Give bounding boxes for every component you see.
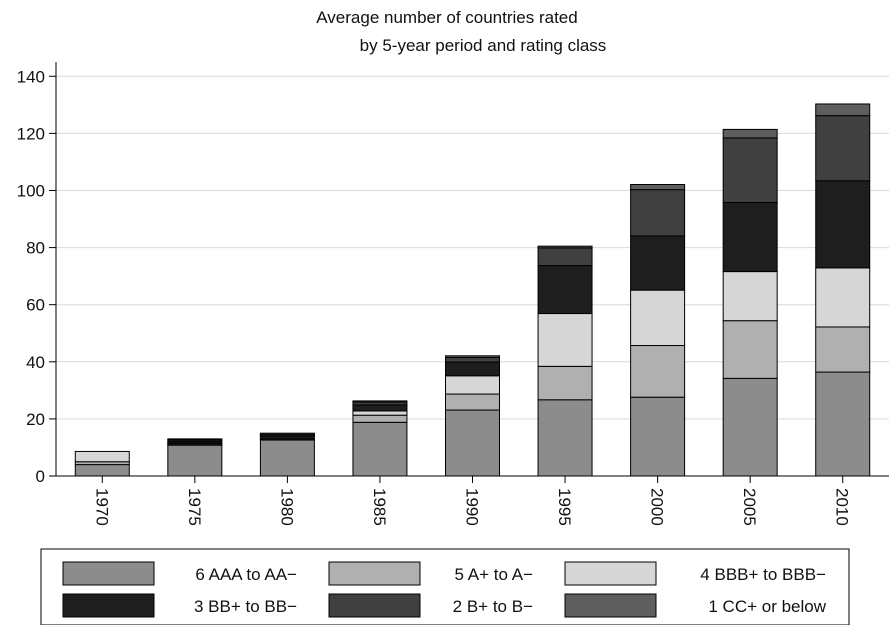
y-tick-label: 140 xyxy=(17,67,45,86)
bar-segment xyxy=(445,409,500,477)
y-tick-label: 80 xyxy=(26,239,45,258)
bar-segment xyxy=(74,464,130,477)
bar-segment xyxy=(445,361,500,377)
bar-segment xyxy=(630,189,686,237)
legend-swatch xyxy=(564,561,657,586)
bar-segment xyxy=(537,265,593,315)
bar-segment xyxy=(815,371,871,477)
y-tick-label: 0 xyxy=(36,467,45,486)
x-tick-label: 1980 xyxy=(277,488,296,526)
x-tick-label: 2005 xyxy=(740,488,759,526)
bar-segment xyxy=(630,235,686,291)
x-tick-label: 1970 xyxy=(92,488,111,526)
y-axis: 0 20 40 60 80 100 120 140 xyxy=(17,62,57,486)
x-tick-label: 1985 xyxy=(370,488,389,526)
chart-subtitle: by 5-year period and rating class xyxy=(360,36,607,55)
bar-segment xyxy=(445,355,500,359)
bar-segment xyxy=(722,377,778,477)
bar-segment xyxy=(167,438,223,441)
legend-label: 2 B+ to B− xyxy=(453,597,533,616)
bar-segment xyxy=(259,439,315,477)
bar-segment xyxy=(537,245,593,249)
bar-segment xyxy=(537,399,593,477)
x-tick-label: 1975 xyxy=(185,488,204,526)
bar-segment xyxy=(74,450,130,463)
y-tick-label: 60 xyxy=(26,296,45,315)
y-tick-label: 100 xyxy=(17,181,45,200)
bar-segment xyxy=(815,267,871,328)
legend-swatch xyxy=(328,561,421,586)
bar-segment xyxy=(352,404,408,412)
bar-segment xyxy=(815,103,871,117)
x-axis: 1970 1975 1980 1985 1990 1995 2000 2005 2010 xyxy=(56,475,889,526)
bar-segment xyxy=(630,345,686,398)
legend-swatch xyxy=(62,561,155,586)
bar-segment xyxy=(630,289,686,347)
legend-label: 6 AAA to AA− xyxy=(195,565,297,584)
bar-segment xyxy=(722,271,778,322)
bar-segment xyxy=(815,180,871,269)
bar-segment xyxy=(445,375,500,395)
legend-swatch xyxy=(564,593,657,618)
bar-segment xyxy=(722,128,778,139)
y-tick-label: 40 xyxy=(26,353,45,372)
bar-segment xyxy=(630,396,686,477)
legend-box xyxy=(40,548,850,625)
bar-segment xyxy=(815,115,871,182)
legend-swatch xyxy=(328,593,421,618)
bar-segment xyxy=(537,247,593,267)
bar-segment xyxy=(630,183,686,191)
bar-segment xyxy=(352,414,408,423)
x-tick-label: 1990 xyxy=(463,488,482,526)
y-tick-label: 120 xyxy=(17,124,45,143)
legend-label: 4 BBB+ to BBB− xyxy=(700,565,826,584)
bar-segment xyxy=(722,320,778,379)
bar-segment xyxy=(815,326,871,373)
bar-segment xyxy=(537,365,593,401)
bar-segment xyxy=(259,432,315,436)
bar-segment xyxy=(352,410,408,416)
chart-title: Average number of countries rated xyxy=(316,8,577,27)
legend-label: 3 BB+ to BB− xyxy=(194,597,297,616)
bar-segment xyxy=(352,421,408,477)
bar-segment xyxy=(352,400,408,403)
legend-label: 5 A+ to A− xyxy=(455,565,534,584)
y-tick-label: 20 xyxy=(26,410,45,429)
bar-segment xyxy=(722,201,778,273)
bar-segment xyxy=(537,313,593,367)
bar-segment xyxy=(445,393,500,411)
x-tick-label: 2000 xyxy=(648,488,667,526)
x-tick-label: 1995 xyxy=(555,488,574,526)
legend-swatch xyxy=(62,593,155,618)
legend: 6 AAA to AA− 5 A+ to A− 4 BBB+ to BBB− 3 BB… xyxy=(40,548,850,625)
x-tick-label: 2010 xyxy=(833,488,852,526)
bar-segment xyxy=(722,137,778,203)
bars xyxy=(74,103,871,477)
bar-segment xyxy=(445,357,500,363)
bar-segment xyxy=(167,444,223,477)
legend-label: 1 CC+ or below xyxy=(708,597,826,616)
